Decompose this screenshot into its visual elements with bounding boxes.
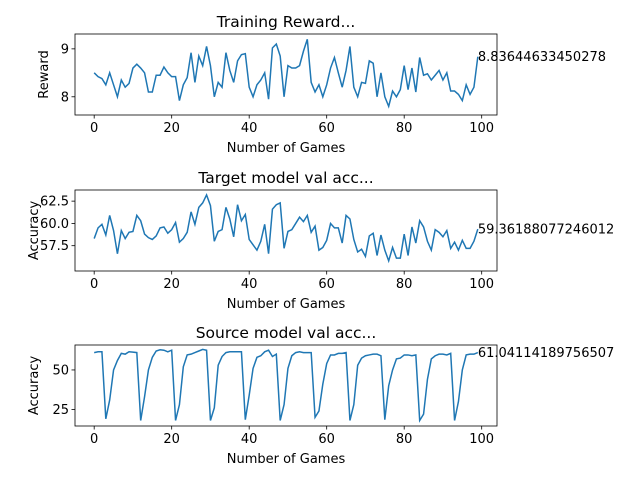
x-tick-label: 100	[469, 432, 494, 447]
y-tick-label: 60.0	[40, 217, 69, 232]
x-tick-label: 0	[90, 121, 98, 136]
value-annotation: 61.04114189756507	[478, 346, 614, 361]
x-tick-label: 40	[241, 432, 258, 447]
y-tick-label: 25	[52, 403, 69, 418]
data-line	[94, 348, 479, 423]
x-tick-label: 20	[163, 121, 180, 136]
x-tick-label: 0	[90, 432, 98, 447]
chart-title: Source model val acc...	[196, 324, 377, 342]
x-tick-label: 100	[469, 277, 494, 292]
x-axis-label: Number of Games	[227, 297, 346, 312]
x-tick-label: 20	[163, 277, 180, 292]
x-axis-label: Number of Games	[227, 452, 346, 467]
x-axis-label: Number of Games	[227, 141, 346, 156]
data-line	[93, 39, 479, 109]
x-tick-label: 20	[163, 432, 180, 447]
value-annotation: 59.36188077246012	[478, 223, 614, 238]
x-tick-label: 60	[318, 277, 335, 292]
x-tick-label: 80	[396, 432, 413, 447]
x-tick-label: 60	[318, 121, 335, 136]
value-annotation: 8.83644633450278	[478, 50, 606, 65]
y-tick-label: 8	[61, 90, 69, 105]
axes-frame	[74, 33, 498, 116]
y-tick-label: 62.5	[40, 195, 69, 210]
axes-frame	[74, 189, 498, 272]
x-tick-label: 80	[396, 277, 413, 292]
chart-title: Target model val acc...	[197, 169, 373, 187]
y-axis-label: Reward	[37, 50, 52, 98]
y-tick-label: 9	[61, 42, 69, 57]
x-tick-label: 0	[90, 277, 98, 292]
data-line	[93, 192, 479, 264]
x-tick-label: 80	[396, 121, 413, 136]
y-axis-label: Accuracy	[27, 356, 42, 416]
x-tick-label: 40	[241, 277, 258, 292]
x-tick-label: 60	[318, 432, 335, 447]
y-tick-label: 50	[52, 363, 69, 378]
x-tick-label: 40	[241, 121, 258, 136]
y-axis-label: Accuracy	[27, 201, 42, 261]
chart-title: Training Reward...	[216, 13, 356, 31]
axes-frame	[74, 344, 498, 427]
y-tick-label: 57.5	[40, 239, 69, 254]
x-tick-label: 100	[469, 121, 494, 136]
